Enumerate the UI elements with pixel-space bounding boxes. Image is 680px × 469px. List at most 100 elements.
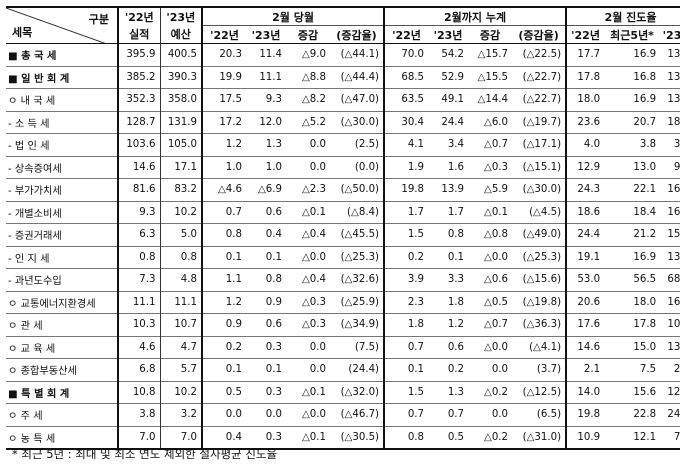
table-row: ■ 일 반 회 계 385.2 390.3 19.9 11.1 △8.8 (△44.4) 68…	[6, 66, 680, 89]
value-cell: 30.4	[401, 116, 425, 128]
value-cell: 7.0	[160, 426, 203, 449]
value-cell: (△22.5)	[512, 43, 568, 66]
value-cell: 12.9	[667, 386, 680, 398]
table-header: 구분 세목 '22년 '23년 2월 당월 2월까지 누계 2월 진도율 실적 …	[6, 7, 680, 44]
value-cell: 1.3	[265, 139, 282, 151]
value-cell: 0.9	[225, 319, 242, 331]
value-cell: 3.2	[160, 403, 203, 426]
value-cell: 0.3	[265, 431, 282, 443]
value-cell: 17.6	[577, 319, 601, 331]
value-cell: 20.6	[577, 296, 601, 308]
value-cell: 10.3	[118, 313, 161, 336]
table-row: ㅇ 내 국 세 352.3 358.0 17.5 9.3 △8.2 (△47.0) 63.5 4…	[6, 88, 680, 111]
value-cell: △0.5	[483, 296, 509, 308]
value-cell: △2.3	[301, 184, 326, 196]
value-cell: (△25.3)	[330, 246, 386, 269]
value-cell: (△22.7)	[512, 66, 568, 89]
value-cell: 0.7	[225, 206, 242, 218]
value-cell: (2.5)	[330, 133, 386, 156]
value-cell: △0.2	[483, 431, 509, 443]
value-cell: △0.1	[301, 206, 326, 218]
value-cell: 3.9	[407, 274, 425, 286]
value-cell: 0.8	[118, 246, 161, 269]
value-cell: 0.8	[447, 229, 465, 241]
row-label: ■ 일 반 회 계	[6, 66, 119, 89]
value-cell: 0.0	[309, 161, 326, 173]
value-cell: 70.0	[401, 49, 425, 61]
value-cell: (△34.9)	[330, 313, 386, 336]
value-cell: △0.6	[483, 274, 509, 286]
value-cell: 0.7	[407, 409, 425, 421]
value-cell: △0.2	[483, 386, 509, 398]
value-cell: (6.5)	[512, 403, 568, 426]
value-cell: 68.5	[401, 71, 425, 83]
value-cell: 22.8	[633, 409, 657, 421]
header-y22-bottom: 실적	[118, 25, 161, 44]
value-cell: 13.9	[667, 251, 680, 263]
value-cell: (△44.1)	[330, 43, 386, 66]
value-cell: 19.1	[577, 251, 601, 263]
value-cell: 0.7	[407, 341, 425, 353]
value-cell: 16.7	[667, 184, 680, 196]
value-cell: 16.5	[667, 296, 680, 308]
value-cell: 11.4	[259, 49, 282, 61]
value-cell: △8.2	[301, 94, 326, 106]
value-cell: 0.0	[309, 364, 326, 376]
header-prog-5yr: 최근5년*	[610, 28, 654, 42]
value-cell: 395.9	[118, 43, 161, 66]
table-row: ㅇ 교통에너지환경세 11.1 11.1 1.2 0.9 △0.3 (△25.9) 2.3 1.…	[6, 291, 680, 314]
value-cell: 10.9	[577, 431, 601, 443]
table-row: ㅇ 종합부동산세 6.8 5.7 0.1 0.1 0.0 (24.4) 0.1 0.2 0.0 (3…	[6, 358, 680, 381]
header-progress: 2월 진도율	[566, 7, 680, 26]
header-y23-bottom: 예산	[160, 25, 203, 44]
value-cell: (△8.4)	[330, 201, 386, 224]
value-cell: 14.0	[577, 386, 601, 398]
table-row: ㅇ 주 세 3.8 3.2 0.0 0.0 △0.0 (△46.7) 0.7 0.7 0.0 (6.…	[6, 403, 680, 426]
value-cell: 1.2	[447, 319, 465, 331]
value-cell: 11.1	[259, 71, 282, 83]
value-cell: △6.9	[257, 184, 282, 196]
value-cell: 1.8	[447, 296, 465, 308]
value-cell: 3.2	[673, 139, 680, 151]
value-cell: 0.8	[160, 246, 203, 269]
value-cell: △0.0	[483, 341, 509, 353]
value-cell: (24.4)	[330, 358, 386, 381]
footnote: * 최근 5년 : 최대 및 최소 연도 제외한 절사평균 진도율	[12, 447, 278, 461]
value-cell: 0.6	[265, 319, 282, 331]
value-cell: 3.8	[118, 403, 161, 426]
value-cell: 1.0	[225, 161, 242, 173]
value-cell: 18.4	[633, 206, 657, 218]
value-cell: △0.3	[301, 319, 326, 331]
table-row: ㅇ 교 육 세 4.6 4.7 0.2 0.3 0.0 (7.5) 0.7 0.6 △0.0 (△4…	[6, 336, 680, 359]
header-corner-cell: 구분 세목	[6, 7, 119, 44]
value-cell: 10.2	[160, 201, 203, 224]
value-cell: △5.2	[301, 116, 326, 128]
value-cell: 24.4	[441, 116, 465, 128]
value-cell: △0.0	[483, 251, 509, 263]
value-cell: 3.3	[447, 274, 465, 286]
value-cell: 0.3	[265, 386, 282, 398]
value-cell: 13.0	[633, 161, 657, 173]
value-cell: (△31.0)	[512, 426, 568, 449]
value-cell: 0.0	[309, 341, 326, 353]
row-label: - 상속증여세	[6, 156, 119, 179]
value-cell: △14.4	[477, 94, 509, 106]
value-cell: 13.6	[667, 71, 680, 83]
row-label: - 증권거래세	[6, 223, 119, 246]
value-cell: 16.9	[633, 49, 657, 61]
value-cell: 16.9	[633, 94, 657, 106]
value-cell: (△50.0)	[330, 178, 386, 201]
header-month-y22: '22년	[210, 28, 239, 42]
value-cell: 1.7	[447, 206, 465, 218]
value-cell: (△12.5)	[512, 381, 568, 404]
value-cell: 0.0	[225, 409, 242, 421]
value-cell: 4.6	[118, 336, 161, 359]
row-label: ㅇ 주 세	[6, 403, 119, 426]
value-cell: 22.1	[633, 184, 657, 196]
value-cell: 3.8	[639, 139, 657, 151]
value-cell: 2.6	[673, 364, 680, 376]
value-cell: △0.3	[301, 296, 326, 308]
table-row: - 인 지 세 0.8 0.8 0.1 0.1 △0.0 (△25.3) 0.2 0.1 △0.0…	[6, 246, 680, 269]
value-cell: 11.1	[118, 291, 161, 314]
value-cell: 105.0	[160, 133, 203, 156]
